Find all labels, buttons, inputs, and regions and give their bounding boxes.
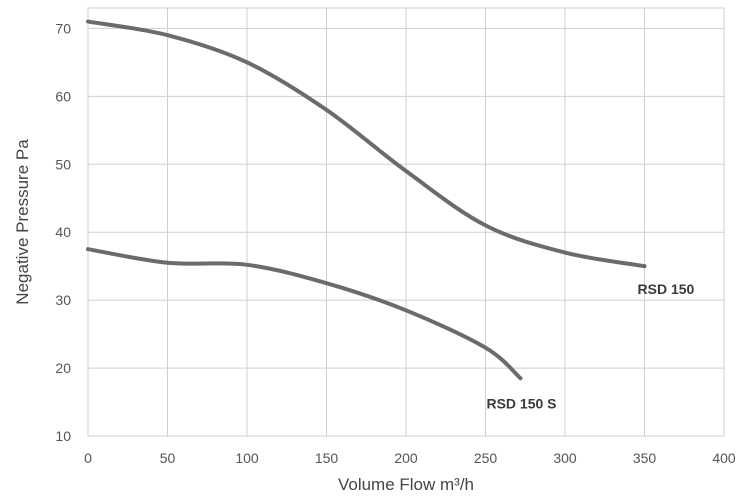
x-tick-label: 400 xyxy=(712,450,736,466)
series-labels: RSD 150 RSD 150 S xyxy=(486,281,694,411)
y-tick-label: 40 xyxy=(55,224,71,240)
grid-lines xyxy=(87,8,725,437)
y-axis-ticks: 10 20 30 40 50 60 70 xyxy=(55,20,71,444)
series-rsd-150-label: RSD 150 xyxy=(638,281,695,297)
x-tick-label: 100 xyxy=(235,450,259,466)
series-rsd-150-line xyxy=(86,19,647,269)
x-axis-title: Volume Flow m³/h xyxy=(338,475,474,494)
x-tick-label: 350 xyxy=(633,450,657,466)
x-tick-label: 0 xyxy=(84,450,92,466)
x-axis-ticks: 0 50 100 150 200 250 300 350 400 xyxy=(84,450,736,466)
x-tick-label: 200 xyxy=(394,450,418,466)
y-tick-label: 50 xyxy=(55,156,71,172)
x-tick-label: 300 xyxy=(553,450,577,466)
series-rsd-150-s-label: RSD 150 S xyxy=(486,395,556,411)
x-tick-label: 50 xyxy=(160,450,176,466)
plot-frame xyxy=(87,7,725,437)
x-tick-label: 250 xyxy=(474,450,498,466)
y-tick-label: 60 xyxy=(55,88,71,104)
y-axis-title: Negative Pressure Pa xyxy=(13,139,32,305)
y-tick-label: 10 xyxy=(55,428,71,444)
x-tick-label: 150 xyxy=(315,450,339,466)
y-tick-label: 30 xyxy=(55,292,71,308)
y-tick-label: 20 xyxy=(55,360,71,376)
y-tick-label: 70 xyxy=(55,20,71,36)
series-lines xyxy=(86,19,647,381)
series-rsd-150-s-line xyxy=(86,247,523,381)
